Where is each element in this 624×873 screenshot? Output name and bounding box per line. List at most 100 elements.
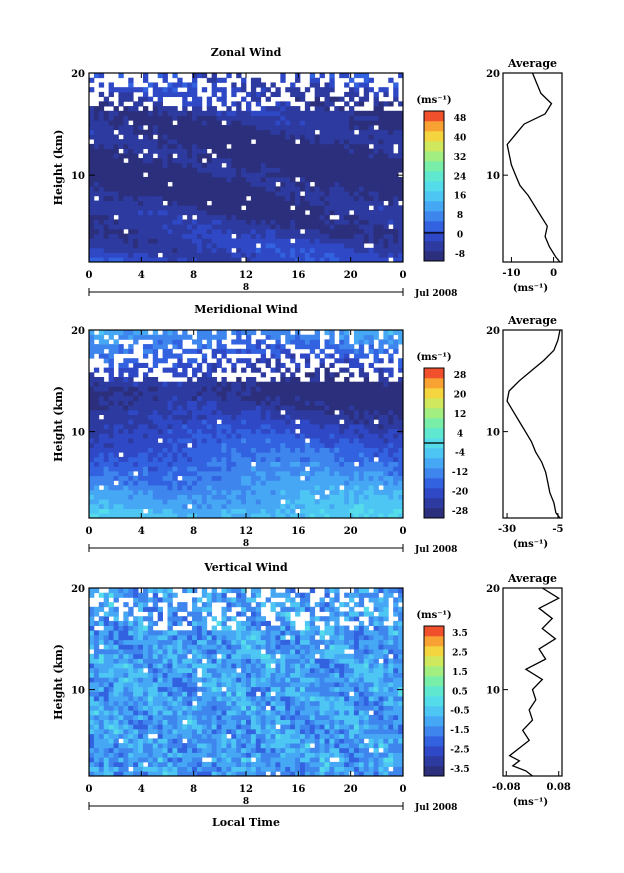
heatmap-cell — [265, 433, 271, 439]
heatmap-cell — [216, 456, 222, 462]
heatmap-cell — [216, 494, 222, 500]
heatmap-cell — [358, 395, 365, 401]
heatmap-cell — [192, 771, 198, 777]
heatmap-cell — [236, 428, 242, 434]
heatmap-cell — [221, 485, 227, 491]
heatmap-cell — [334, 228, 340, 235]
heatmap-cell — [388, 456, 394, 462]
heatmap-cell — [123, 124, 129, 131]
heatmap-cell — [167, 442, 173, 448]
heatmap-cell — [182, 480, 188, 486]
heatmap-cell — [260, 508, 267, 514]
heatmap-cell — [211, 124, 217, 131]
heatmap-cell — [368, 466, 374, 472]
heatmap-cell — [319, 210, 325, 216]
heatmap-cell — [250, 344, 257, 350]
heatmap-cell — [211, 747, 217, 753]
heatmap-cell — [265, 494, 271, 500]
heatmap-cell — [236, 210, 242, 216]
heatmap-cell — [344, 761, 350, 767]
heatmap-cell — [187, 224, 193, 230]
heatmap-cell — [108, 747, 114, 753]
heatmap-cell — [216, 195, 222, 201]
heatmap-cell — [221, 214, 227, 220]
heatmap-cell — [138, 243, 144, 249]
heatmap-cell — [285, 233, 291, 239]
heatmap-cell — [138, 508, 144, 514]
heatmap-cell — [226, 247, 232, 253]
heatmap-cell — [304, 205, 311, 211]
heatmap-cell — [236, 228, 242, 235]
heatmap-cell — [138, 162, 144, 168]
heatmap-cell — [241, 210, 247, 216]
heatmap-cell — [363, 82, 370, 88]
heatmap-cell — [147, 489, 154, 495]
heatmap-cell — [167, 766, 173, 772]
heatmap-cell — [123, 110, 129, 116]
heatmap-cell — [368, 172, 374, 178]
heatmap-cell — [265, 158, 271, 164]
heatmap-cell — [378, 348, 384, 354]
heatmap-cell — [349, 247, 355, 253]
heatmap-cell — [304, 129, 311, 135]
heatmap-cell — [182, 494, 188, 500]
heatmap-cell — [221, 475, 227, 481]
heatmap-cell — [206, 381, 213, 387]
heatmap-cell — [162, 172, 168, 178]
heatmap-cell — [118, 139, 124, 145]
heatmap-cell — [344, 344, 350, 350]
heatmap-cell — [290, 513, 296, 519]
heatmap-cell — [334, 153, 340, 159]
heatmap-cell — [118, 391, 124, 397]
heatmap-cell — [329, 344, 335, 350]
heatmap-cell — [241, 442, 247, 448]
heatmap-cell — [250, 761, 257, 767]
heatmap-cell — [236, 334, 242, 340]
heatmap-cell — [196, 442, 203, 448]
heatmap-cell — [285, 176, 291, 183]
heatmap-cell — [231, 191, 237, 197]
heatmap-cell — [133, 466, 139, 472]
heatmap-cell — [324, 485, 330, 491]
profile-line — [506, 72, 561, 263]
heatmap-cell — [152, 424, 159, 430]
heatmap-cell — [324, 252, 330, 258]
heatmap-cell — [393, 247, 399, 253]
heatmap-cell — [383, 513, 389, 519]
heatmap-cell — [118, 757, 124, 763]
heatmap-cell — [236, 489, 242, 495]
heatmap-cell — [363, 452, 370, 458]
heatmap-cell — [319, 214, 325, 220]
heatmap-cell — [241, 247, 247, 253]
heatmap-cell — [324, 120, 330, 126]
heatmap-cell — [172, 513, 178, 519]
heatmap-cell — [275, 752, 281, 758]
heatmap-cell — [167, 409, 173, 415]
heatmap-cell — [383, 330, 389, 336]
heatmap-cell — [368, 176, 374, 183]
heatmap-cell — [98, 91, 105, 98]
heatmap-cell — [152, 395, 159, 401]
heatmap-cell — [383, 247, 389, 253]
heatmap-cell — [167, 191, 173, 197]
colorbar-segment — [424, 171, 444, 182]
heatmap-cell — [378, 339, 384, 345]
heatmap-cell — [304, 395, 311, 401]
heatmap-cell — [299, 494, 306, 500]
heatmap-cell — [358, 139, 365, 145]
heatmap-cell — [231, 181, 237, 187]
heatmap-cell — [128, 372, 134, 378]
heatmap-cell — [250, 124, 257, 131]
heatmap-cell — [187, 456, 193, 462]
heatmap-cell — [157, 766, 163, 772]
heatmap-cell — [226, 485, 232, 491]
heatmap-cell — [329, 330, 335, 336]
heatmap-cell — [295, 106, 301, 112]
heatmap-cell — [216, 386, 222, 392]
heatmap-cell — [246, 139, 252, 145]
heatmap-cell — [304, 442, 311, 448]
heatmap-cell — [319, 200, 325, 206]
heatmap-cell — [329, 442, 335, 448]
heatmap-cell — [295, 134, 301, 140]
heatmap-cell — [162, 466, 168, 472]
